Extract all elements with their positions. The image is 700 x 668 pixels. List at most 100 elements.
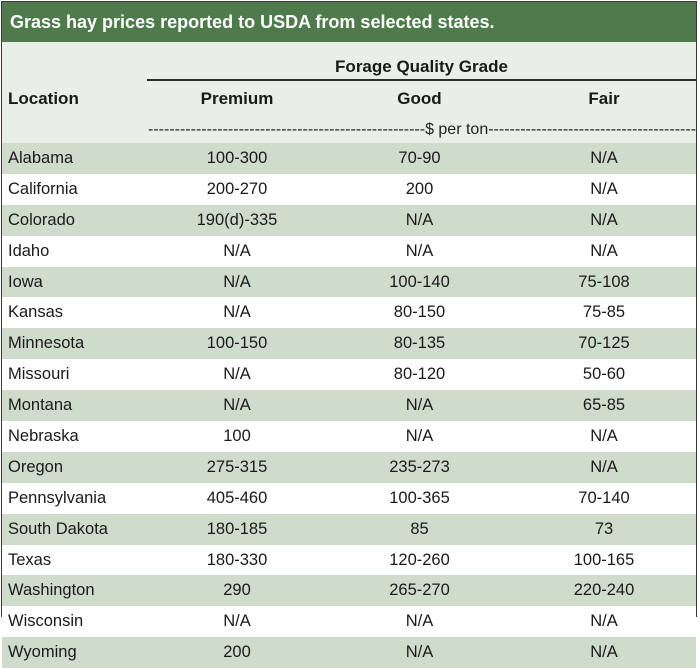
cell-fair: 65-85 [512,390,696,422]
cell-fair: N/A [512,143,696,174]
cell-premium: 275-315 [147,451,327,483]
cell-premium: 100 [147,421,327,452]
cell-premium: 405-460 [147,482,327,514]
cell-premium: N/A [147,359,327,391]
cell-fair: 100-165 [512,544,696,576]
cell-fair: 75-108 [512,266,696,298]
cell-good: 200 [327,173,512,205]
row-location: Idaho [2,235,147,267]
cell-fair: N/A [512,451,696,483]
cell-premium: 290 [147,575,327,607]
cell-fair: 50-60 [512,359,696,391]
header-group-row: Forage Quality Grade [2,42,696,81]
unit-leader-right: ----------------------------------------… [488,121,696,138]
table-title: Grass hay prices reported to USDA from s… [2,2,696,42]
cell-premium: 100-300 [147,143,327,174]
row-location: Iowa [2,266,147,298]
cell-good: 70-90 [327,143,512,174]
table-row: Alabama 100-300 70-90 N/A [2,143,696,174]
cell-premium: N/A [147,266,327,298]
cell-premium: 180-330 [147,544,327,576]
cell-premium: 200 [147,637,327,668]
cell-fair: 70-140 [512,482,696,514]
row-location: Missouri [2,359,147,391]
unit-spacer [2,117,147,143]
row-location: Colorado [2,204,147,236]
table-row: South Dakota 180-185 85 73 [2,513,696,545]
cell-good: N/A [327,390,512,422]
unit-leader-left: ----------------------------------------… [148,121,426,138]
cell-premium: 180-185 [147,513,327,545]
row-location: Texas [2,544,147,576]
column-header-good: Good [327,80,512,117]
cell-premium: N/A [147,606,327,638]
row-location: Wyoming [2,637,147,668]
cell-good: 100-365 [327,482,512,514]
cell-good: 265-270 [327,575,512,607]
cell-good: 120-260 [327,544,512,576]
row-location: Nebraska [2,421,147,452]
unit-label-text: ----------------------------------------… [148,121,696,138]
table-row: Montana N/A N/A 65-85 [2,390,696,422]
row-location: Minnesota [2,328,147,360]
cell-fair: 220-240 [512,575,696,607]
table-row: Texas 180-330 120-260 100-165 [2,544,696,576]
cell-fair: N/A [512,421,696,452]
table-row: Pennsylvania 405-460 100-365 70-140 [2,482,696,514]
row-location: Kansas [2,297,147,329]
row-location: Oregon [2,451,147,483]
cell-good: N/A [327,235,512,267]
cell-premium: N/A [147,297,327,329]
unit-label: ----------------------------------------… [147,117,696,143]
table-row: Washington 290 265-270 220-240 [2,575,696,607]
table-row: Minnesota 100-150 80-135 70-125 [2,328,696,360]
cell-good: 85 [327,513,512,545]
cell-premium: 100-150 [147,328,327,360]
hay-price-table: Forage Quality Grade Location Premium Go… [2,42,696,668]
table-row: Missouri N/A 80-120 50-60 [2,359,696,391]
cell-premium: N/A [147,390,327,422]
row-location: Wisconsin [2,606,147,638]
cell-good: 235-273 [327,451,512,483]
table-body: Alabama 100-300 70-90 N/A California 200-270 2… [2,143,696,668]
table-row: Idaho N/A N/A N/A [2,235,696,267]
row-location: South Dakota [2,513,147,545]
column-header-fair: Fair [512,80,696,117]
cell-good: N/A [327,606,512,638]
cell-fair: 75-85 [512,297,696,329]
cell-fair: N/A [512,204,696,236]
group-header: Forage Quality Grade [147,42,696,81]
cell-good: N/A [327,421,512,452]
header-grade-row: Location Premium Good Fair [2,80,696,117]
row-location: California [2,173,147,205]
cell-fair: N/A [512,637,696,668]
table-row: Oregon 275-315 235-273 N/A [2,451,696,483]
cell-fair: 70-125 [512,328,696,360]
table-row: Wyoming 200 N/A N/A [2,637,696,668]
table-row: Kansas N/A 80-150 75-85 [2,297,696,329]
row-location: Alabama [2,143,147,174]
cell-good: N/A [327,204,512,236]
table-row: Wisconsin N/A N/A N/A [2,606,696,638]
cell-fair: N/A [512,606,696,638]
cell-fair: N/A [512,173,696,205]
cell-premium: N/A [147,235,327,267]
header-spacer [2,42,147,80]
cell-fair: 73 [512,513,696,545]
cell-premium: 200-270 [147,173,327,205]
table-row: Iowa N/A 100-140 75-108 [2,266,696,298]
cell-good: 80-120 [327,359,512,391]
cell-fair: N/A [512,235,696,267]
table-row: Colorado 190(d)-335 N/A N/A [2,204,696,236]
row-location: Washington [2,575,147,607]
table-row: Nebraska 100 N/A N/A [2,421,696,452]
row-location: Pennsylvania [2,482,147,514]
cell-good: N/A [327,637,512,668]
cell-good: 80-135 [327,328,512,360]
cell-premium: 190(d)-335 [147,204,327,236]
row-location: Montana [2,390,147,422]
table-row: California 200-270 200 N/A [2,173,696,205]
location-header: Location [2,80,147,117]
column-header-premium: Premium [147,80,327,117]
